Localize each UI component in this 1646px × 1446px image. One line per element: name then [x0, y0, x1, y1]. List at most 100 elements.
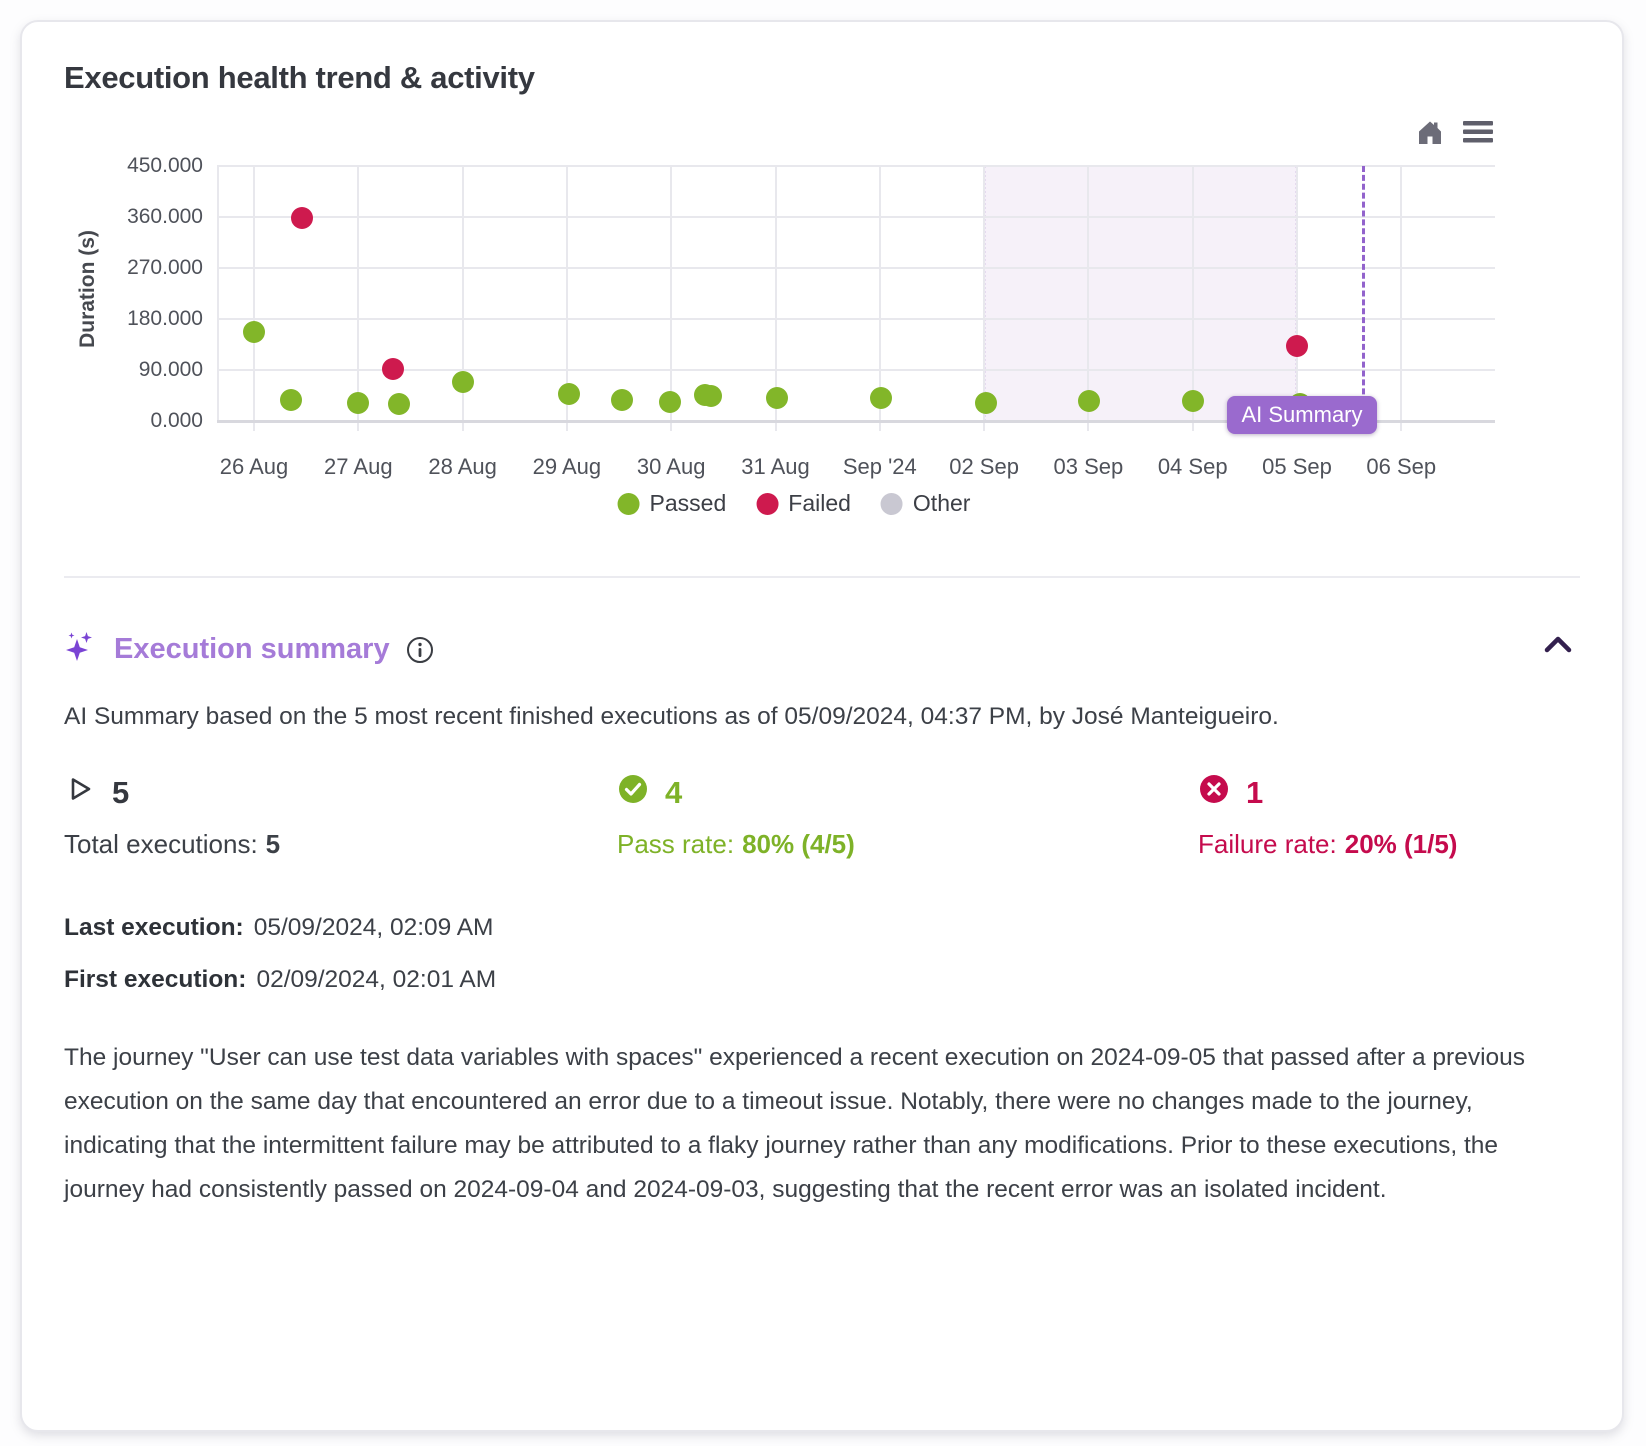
- data-point-failed[interactable]: [381, 357, 404, 380]
- legend-label: Passed: [649, 490, 727, 516]
- horizontal-gridline: [217, 216, 1495, 218]
- y-axis-label: 90.000: [138, 358, 203, 381]
- plot-left-edge: [217, 166, 219, 421]
- data-point-passed[interactable]: [451, 370, 474, 393]
- play-icon: [64, 773, 96, 813]
- vertical-gridline: [461, 166, 464, 431]
- vertical-gridline: [983, 166, 986, 431]
- x-axis-label: 29 Aug: [532, 454, 602, 479]
- sparkle-icon: [64, 630, 98, 669]
- stats-row: 5 Total executions: 5 4 Pass rate: 80% (4/…: [64, 773, 1580, 860]
- legend-label: Other: [912, 490, 971, 516]
- y-axis-label: 450.000: [127, 154, 203, 177]
- data-point-passed[interactable]: [699, 385, 722, 408]
- last-execution-line: Last execution: 05/09/2024, 02:09 AM: [64, 902, 1580, 954]
- data-point-passed[interactable]: [1078, 390, 1101, 413]
- stat-fail-label: Failure rate:: [1198, 829, 1337, 859]
- check-circle-icon: [617, 773, 649, 813]
- legend-label: Failed: [788, 490, 851, 516]
- x-axis-label: 02 Sep: [949, 454, 1019, 479]
- x-axis-label: 05 Sep: [1262, 454, 1332, 479]
- data-point-failed[interactable]: [1286, 335, 1308, 358]
- execution-summary-header: Execution summary: [64, 630, 1580, 669]
- chevron-up-icon[interactable]: [1542, 632, 1574, 661]
- x-axis-label: 27 Aug: [324, 454, 393, 479]
- y-axis-label: 360.000: [127, 205, 203, 228]
- data-point-passed[interactable]: [243, 321, 265, 344]
- x-axis-label: 03 Sep: [1053, 454, 1124, 479]
- stat-fail-value: 1: [1246, 775, 1264, 810]
- info-icon[interactable]: [406, 636, 434, 664]
- ai-summary-body: The journey "User can use test data vari…: [64, 1044, 1526, 1203]
- stat-pass-rate-value: 80% (4/5): [742, 829, 855, 859]
- legend-swatch-failed: [756, 492, 779, 515]
- execution-trend-chart: Duration (s) AI Summary 26 Aug 27 Aug 28 A…: [64, 124, 1580, 554]
- data-point-passed[interactable]: [387, 393, 410, 415]
- x-axis-label: 28 Aug: [428, 454, 497, 479]
- ai-summary-intro: AI Summary based on the 5 most recent fi…: [64, 703, 1279, 730]
- stat-total-executions: 5 Total executions: 5: [64, 773, 617, 860]
- stat-total-value: 5: [112, 775, 130, 810]
- y-axis-label: 0.000: [150, 409, 203, 432]
- x-axis-label: Sep '24: [842, 454, 917, 479]
- execution-health-card: Execution health trend & activity Durati…: [20, 20, 1624, 1432]
- vertical-gridline: [565, 166, 568, 431]
- x-axis-label: 26 Aug: [219, 454, 289, 479]
- legend-item-passed[interactable]: Passed: [617, 490, 727, 517]
- stat-pass-value: 4: [665, 775, 683, 810]
- x-axis-line: [217, 420, 1495, 423]
- vertical-gridline: [253, 166, 255, 431]
- data-point-passed[interactable]: [279, 389, 302, 412]
- stat-total-count: 5: [265, 829, 281, 859]
- horizontal-gridline: [217, 318, 1495, 320]
- data-point-passed[interactable]: [869, 386, 892, 409]
- legend-swatch-other: [880, 492, 903, 515]
- stat-pass-rate: 4 Pass rate: 80% (4/5): [617, 773, 1198, 860]
- data-point-passed[interactable]: [1181, 390, 1204, 413]
- vertical-gridline: [1191, 166, 1194, 431]
- cross-circle-icon: [1198, 773, 1230, 813]
- data-point-failed[interactable]: [290, 207, 313, 230]
- first-execution-line: First execution: 02/09/2024, 02:01 AM: [64, 954, 1580, 1006]
- vertical-gridline: [774, 166, 777, 431]
- x-axis-label: 31 Aug: [741, 454, 810, 479]
- hamburger-menu-icon[interactable]: [1462, 119, 1494, 145]
- x-axis-label: 06 Sep: [1366, 454, 1437, 479]
- y-axis-title: Duration (s): [76, 230, 99, 348]
- legend-item-other[interactable]: Other: [880, 490, 971, 517]
- chart-legend: Passed Failed Other: [617, 490, 971, 517]
- y-axis-label: 180.000: [127, 307, 203, 330]
- data-point-passed[interactable]: [975, 391, 998, 414]
- x-axis-label: 30 Aug: [636, 454, 706, 479]
- page-title: Execution health trend & activity: [64, 60, 535, 95]
- ai-summary-chart-badge[interactable]: AI Summary: [1227, 396, 1377, 434]
- plot-area: AI Summary 26 Aug 27 Aug 28 Aug 29 Aug 30 Au…: [127, 154, 1495, 479]
- vertical-gridline: [357, 166, 360, 431]
- stat-total-label: Total executions:: [64, 829, 258, 859]
- data-point-passed[interactable]: [611, 389, 634, 412]
- stat-failure-rate: 1 Failure rate: 20% (1/5): [1198, 773, 1580, 860]
- legend-swatch-passed: [617, 492, 640, 515]
- highlight-region: [984, 166, 1297, 421]
- execution-summary-title: Execution summary: [114, 633, 390, 665]
- chart-toolbar: [1416, 118, 1494, 146]
- x-axis-label: 04 Sep: [1157, 454, 1228, 479]
- vertical-gridline: [1400, 166, 1403, 431]
- data-point-passed[interactable]: [557, 382, 580, 405]
- horizontal-gridline: [217, 165, 1495, 167]
- section-divider: [64, 576, 1580, 578]
- data-point-passed[interactable]: [659, 390, 682, 413]
- vertical-gridline: [878, 166, 881, 431]
- data-point-passed[interactable]: [347, 391, 370, 414]
- execution-dates: Last execution: 05/09/2024, 02:09 AM Firs…: [64, 902, 1580, 1006]
- horizontal-gridline: [217, 267, 1495, 269]
- vertical-gridline: [1296, 166, 1298, 431]
- stat-fail-rate-value: 20% (1/5): [1344, 829, 1458, 859]
- first-execution-label: First execution:: [64, 966, 247, 993]
- legend-item-failed[interactable]: Failed: [756, 490, 851, 517]
- cursor-dashed-line: [1361, 166, 1365, 421]
- home-icon[interactable]: [1416, 118, 1444, 146]
- last-execution-value: 05/09/2024, 02:09 AM: [253, 914, 494, 941]
- data-point-passed[interactable]: [765, 386, 788, 409]
- vertical-gridline: [1087, 166, 1090, 431]
